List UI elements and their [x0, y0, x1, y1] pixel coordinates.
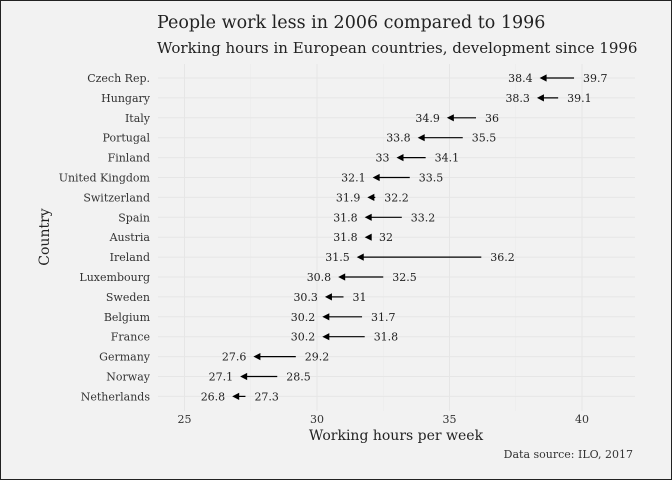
arrow-head [446, 114, 454, 122]
arrow-head [232, 392, 240, 400]
end-value-label: 31.8 [333, 211, 358, 224]
end-value-label: 27.6 [222, 351, 247, 364]
y-tick-label: Norway [106, 371, 150, 384]
start-value-label: 32 [379, 231, 393, 244]
label-layer: 39.7 38.4 39.1 38.3 36 34.9 35.5 33.8 34.1 33 33.5… [201, 72, 608, 403]
end-value-label: 38.4 [508, 72, 533, 85]
end-value-label: 30.2 [291, 331, 316, 344]
arrow-head [536, 94, 544, 102]
start-value-label: 29.2 [305, 351, 330, 364]
end-value-label: 33.8 [386, 132, 411, 145]
arrow-head [364, 213, 372, 221]
arrow-head [240, 372, 248, 381]
y-tick-labels: Czech Rep. Hungary Italy Portugal Finland Uni… [59, 72, 151, 403]
start-value-label: 32.5 [392, 271, 417, 284]
end-value-label: 33 [376, 152, 390, 165]
start-value-label: 35.5 [472, 132, 497, 145]
start-value-label: 39.7 [583, 72, 608, 85]
y-tick-label: Germany [99, 351, 151, 364]
x-axis-label: Working hours per week [309, 428, 484, 444]
start-value-label: 31 [353, 291, 367, 304]
start-value-label: 34.1 [435, 152, 460, 165]
arrow-head [324, 293, 332, 301]
arrow-head [364, 233, 372, 241]
y-tick-label: Spain [118, 211, 150, 224]
y-tick-label: United Kingdom [59, 172, 151, 185]
arrow-head [338, 273, 346, 281]
start-value-label: 31.8 [374, 331, 399, 344]
start-value-label: 36.2 [490, 251, 515, 264]
end-value-label: 32.1 [341, 172, 366, 185]
y-tick-label: Sweden [106, 291, 150, 304]
start-value-label: 39.1 [567, 92, 592, 105]
y-tick-label: Hungary [101, 92, 151, 105]
y-tick-label: Finland [108, 152, 150, 165]
y-tick-label: Netherlands [81, 390, 151, 403]
arrow-head [372, 173, 380, 182]
y-tick-label: Ireland [110, 251, 150, 264]
y-tick-label: Luxembourg [79, 271, 150, 284]
chart-subtitle: Working hours in European countries, dev… [157, 39, 638, 57]
x-tick-label: 40 [575, 413, 589, 426]
end-value-label: 31.5 [325, 251, 350, 264]
chart-title: People work less in 2006 compared to 199… [157, 13, 546, 33]
x-tick-label: 35 [443, 413, 457, 426]
start-value-label: 32.2 [384, 191, 409, 204]
x-tick-label: 25 [178, 413, 192, 426]
arrow-head [396, 154, 404, 162]
arrow-layer [232, 74, 575, 400]
arrow-head [322, 313, 330, 321]
y-tick-label: Switzerland [83, 191, 150, 204]
start-value-label: 33.2 [411, 211, 436, 224]
end-value-label: 38.3 [505, 92, 530, 105]
y-tick-label: Belgium [104, 311, 151, 324]
y-tick-label: Portugal [103, 132, 151, 145]
start-value-label: 28.5 [286, 371, 311, 384]
x-tick-labels: 25 30 35 40 [178, 413, 590, 426]
start-value-label: 36 [485, 112, 499, 125]
end-value-label: 31.9 [336, 191, 361, 204]
arrow-head [417, 134, 425, 142]
y-axis-label: Country [37, 208, 53, 265]
arrow-head [253, 353, 261, 361]
start-value-label: 31.7 [371, 311, 396, 324]
end-value-label: 26.8 [201, 390, 226, 403]
start-value-label: 33.5 [419, 172, 444, 185]
y-tick-label: France [111, 331, 150, 344]
end-value-label: 31.8 [333, 231, 358, 244]
y-tick-label: Austria [109, 231, 151, 244]
data-source-caption: Data source: ILO, 2017 [503, 448, 633, 461]
y-tick-label: Italy [125, 112, 151, 125]
end-value-label: 30.3 [293, 291, 318, 304]
end-value-label: 27.1 [209, 371, 234, 384]
start-value-label: 27.3 [254, 390, 279, 403]
arrow-head [539, 74, 547, 82]
end-value-label: 34.9 [415, 112, 440, 125]
end-value-label: 30.8 [307, 271, 332, 284]
arrow-head [356, 253, 364, 261]
arrow-head [367, 193, 375, 201]
arrow-head [322, 333, 330, 341]
x-tick-label: 30 [310, 413, 324, 426]
y-tick-label: Czech Rep. [87, 72, 150, 85]
end-value-label: 30.2 [291, 311, 316, 324]
